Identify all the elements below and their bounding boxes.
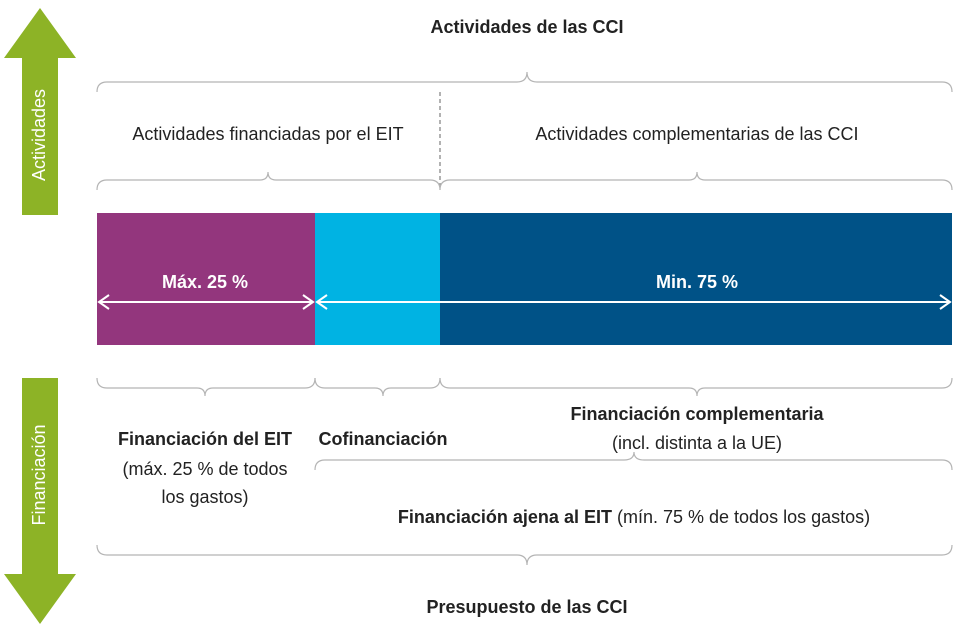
bar-label: Máx. 25 %	[162, 272, 248, 292]
brace	[314, 451, 953, 471]
funding-note: (mín. 75 % de todos los gastos)	[617, 507, 870, 527]
activity-label: Actividades financiadas por el EIT	[132, 124, 403, 144]
funding-note: (máx. 25 % de todos	[122, 459, 287, 479]
funding-line: Financiación ajena al EIT (mín. 75 % de …	[398, 507, 870, 527]
activity-label: Actividades complementarias de las CCI	[535, 124, 858, 144]
brace	[96, 71, 953, 93]
segment-eit	[97, 213, 315, 345]
bottom-title: Presupuesto de las CCI	[426, 597, 627, 617]
brace	[96, 171, 441, 191]
top-title: Actividades de las CCI	[430, 17, 623, 37]
brace	[314, 377, 441, 397]
funding-note: los gastos)	[161, 487, 248, 507]
funding-note: (incl. distinta a la UE)	[612, 433, 782, 453]
funding-title: Financiación complementaria	[570, 404, 824, 424]
funding-title: Financiación del EIT	[118, 429, 292, 449]
segment-cofunding	[315, 213, 440, 345]
brace	[96, 377, 316, 397]
funding-title: Cofinanciación	[318, 429, 447, 449]
brace	[439, 171, 953, 191]
segment-complementary	[440, 213, 952, 345]
bar-label: Min. 75 %	[656, 272, 738, 292]
side-label: Actividades	[29, 89, 49, 181]
side-label: Financiación	[29, 424, 49, 525]
brace	[439, 377, 953, 397]
funding-title: Financiación ajena al EIT	[398, 507, 612, 527]
up-arrow	[4, 8, 76, 215]
brace	[96, 544, 953, 566]
range-arrow	[97, 294, 952, 310]
down-arrow	[4, 378, 76, 624]
